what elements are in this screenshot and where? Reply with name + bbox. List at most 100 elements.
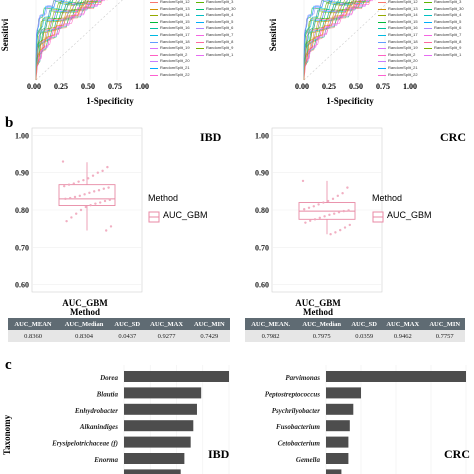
box-point (99, 201, 102, 204)
roc-legend-label: RandomSplit_5 (206, 18, 234, 24)
crc-legend-key (372, 210, 384, 223)
box-point (102, 187, 106, 190)
box-point (309, 219, 312, 223)
box-point (77, 180, 80, 183)
roc-curve (303, 0, 362, 81)
roc-legend-label: RandomSplit_2 (160, 51, 188, 57)
box-point (62, 184, 66, 188)
box-point (301, 179, 305, 183)
taxonomy-bar (326, 469, 342, 474)
taxonomy-bar (326, 420, 350, 432)
roc-curve (303, 0, 335, 81)
box-point (97, 189, 101, 192)
roc-legend-label: RandomSplit_14 (160, 12, 190, 18)
ibd-td-median: 0.8304 (58, 330, 110, 342)
roc-x-tick: 0.75 (376, 82, 390, 91)
roc-legend-label: RandomSplit_15 (388, 18, 418, 24)
box-point (323, 215, 326, 218)
roc-legend-label: RandomSplit_9 (434, 45, 462, 51)
roc-legend-label: RandomSplit_16 (160, 25, 190, 31)
roc-curve (35, 0, 99, 81)
roc-legend-label: RandomSplit_13 (160, 5, 190, 11)
roc-legend-label: RandomSplit_17 (388, 32, 418, 37)
box-y-tick: 0.70 (255, 243, 269, 252)
roc-legend-swatch (378, 8, 386, 10)
ibd-taxonomy-bars: Dorea Blautia Enhydrobacter Alkanindiges Ery… (51, 365, 235, 474)
roc-legend-swatch (150, 54, 158, 56)
roc-legend-swatch (378, 74, 386, 76)
roc-curve (303, 0, 342, 81)
box-point (328, 213, 331, 217)
roc-right-x-ticks: 0.00 0.25 0.50 0.75 1.00 (294, 82, 434, 92)
taxonomy-bar (326, 387, 361, 399)
roc-legend-label: RandomSplit_30 (206, 5, 236, 11)
box-point (339, 228, 342, 232)
roc-curve (35, 0, 65, 81)
roc-legend-label: RandomSplit_6 (206, 25, 234, 31)
roc-curve (35, 0, 89, 81)
box-point (341, 192, 344, 195)
box-point (342, 209, 345, 213)
taxonomy-bar (124, 371, 229, 382)
roc-legend-label: RandomSplit_15 (160, 18, 190, 24)
crc-taxonomy-title: CRC (444, 447, 470, 461)
box-point (93, 190, 96, 193)
roc-legend-swatch (378, 41, 386, 43)
taxonomy-label: Parvimonas (285, 374, 320, 382)
roc-legend-swatch (150, 68, 158, 69)
box-point (64, 197, 67, 201)
roc-curve (303, 0, 333, 81)
box-y-tick: 0.90 (15, 169, 29, 178)
crc-xlabel: Method (303, 307, 333, 317)
roc-curve (303, 0, 370, 81)
roc-legend-swatch (378, 15, 386, 17)
roc-legend-swatch (378, 2, 386, 3)
roc-x-tick: 0.25 (54, 82, 68, 91)
crc-legend-title: Method (372, 193, 403, 203)
box-point (317, 203, 320, 206)
box-point (337, 211, 341, 214)
roc-legend-swatch (150, 15, 158, 17)
taxonomy-bar (124, 469, 181, 474)
roc-legend-swatch (196, 28, 204, 30)
ibd-td-min: 0.7429 (188, 330, 230, 342)
roc-legend-label: RandomSplit_12 (160, 0, 190, 4)
roc-legend-swatch (424, 15, 432, 17)
roc-legend-swatch (150, 2, 158, 3)
taxonomy-bar (124, 387, 202, 399)
ibd-th-median: AUC_Median (58, 318, 110, 330)
box-point (82, 178, 85, 182)
roc-legend-label: RandomSplit_17 (160, 32, 190, 37)
box-point (333, 212, 336, 215)
taxonomy-label: Alkanindiges (79, 423, 118, 431)
roc-left-legend: RandomSplit_12 RandomSplit_3 RandomSplit_1… (150, 0, 240, 82)
taxonomy-label: Psychrilyobacter (272, 407, 320, 415)
roc-left-plot (35, 0, 145, 81)
crc-th-sd: AUC_SD (347, 318, 382, 330)
roc-legend-label: RandomSplit_14 (388, 12, 418, 18)
roc-curve (303, 0, 357, 81)
roc-curve (303, 0, 371, 81)
roc-legend-swatch (378, 28, 386, 30)
roc-legend-label: RandomSplit_8 (206, 38, 234, 44)
roc-curve (35, 0, 86, 81)
ibd-legend-title: Method (148, 193, 179, 203)
roc-legend-swatch (150, 74, 158, 76)
box-point (61, 160, 65, 163)
taxonomy-label: Gemella (296, 456, 321, 464)
box-point (70, 216, 73, 219)
box-point (105, 229, 108, 232)
roc-curve (35, 0, 102, 81)
roc-x-tick: 0.25 (322, 82, 336, 91)
roc-legend-swatch (150, 8, 158, 10)
roc-legend-label: RandomSplit_21 (388, 65, 418, 70)
roc-legend-swatch (196, 2, 204, 3)
roc-legend-label: RandomSplit_22 (160, 71, 190, 77)
crc-td-sd: 0.0359 (347, 330, 382, 342)
roc-legend-swatch (196, 35, 204, 36)
roc-legend-swatch (196, 41, 204, 43)
roc-legend-label: RandomSplit_5 (434, 18, 462, 24)
box-point (94, 202, 97, 205)
roc-legend-label: RandomSplit_20 (160, 58, 190, 64)
roc-diagonal (303, 0, 391, 81)
